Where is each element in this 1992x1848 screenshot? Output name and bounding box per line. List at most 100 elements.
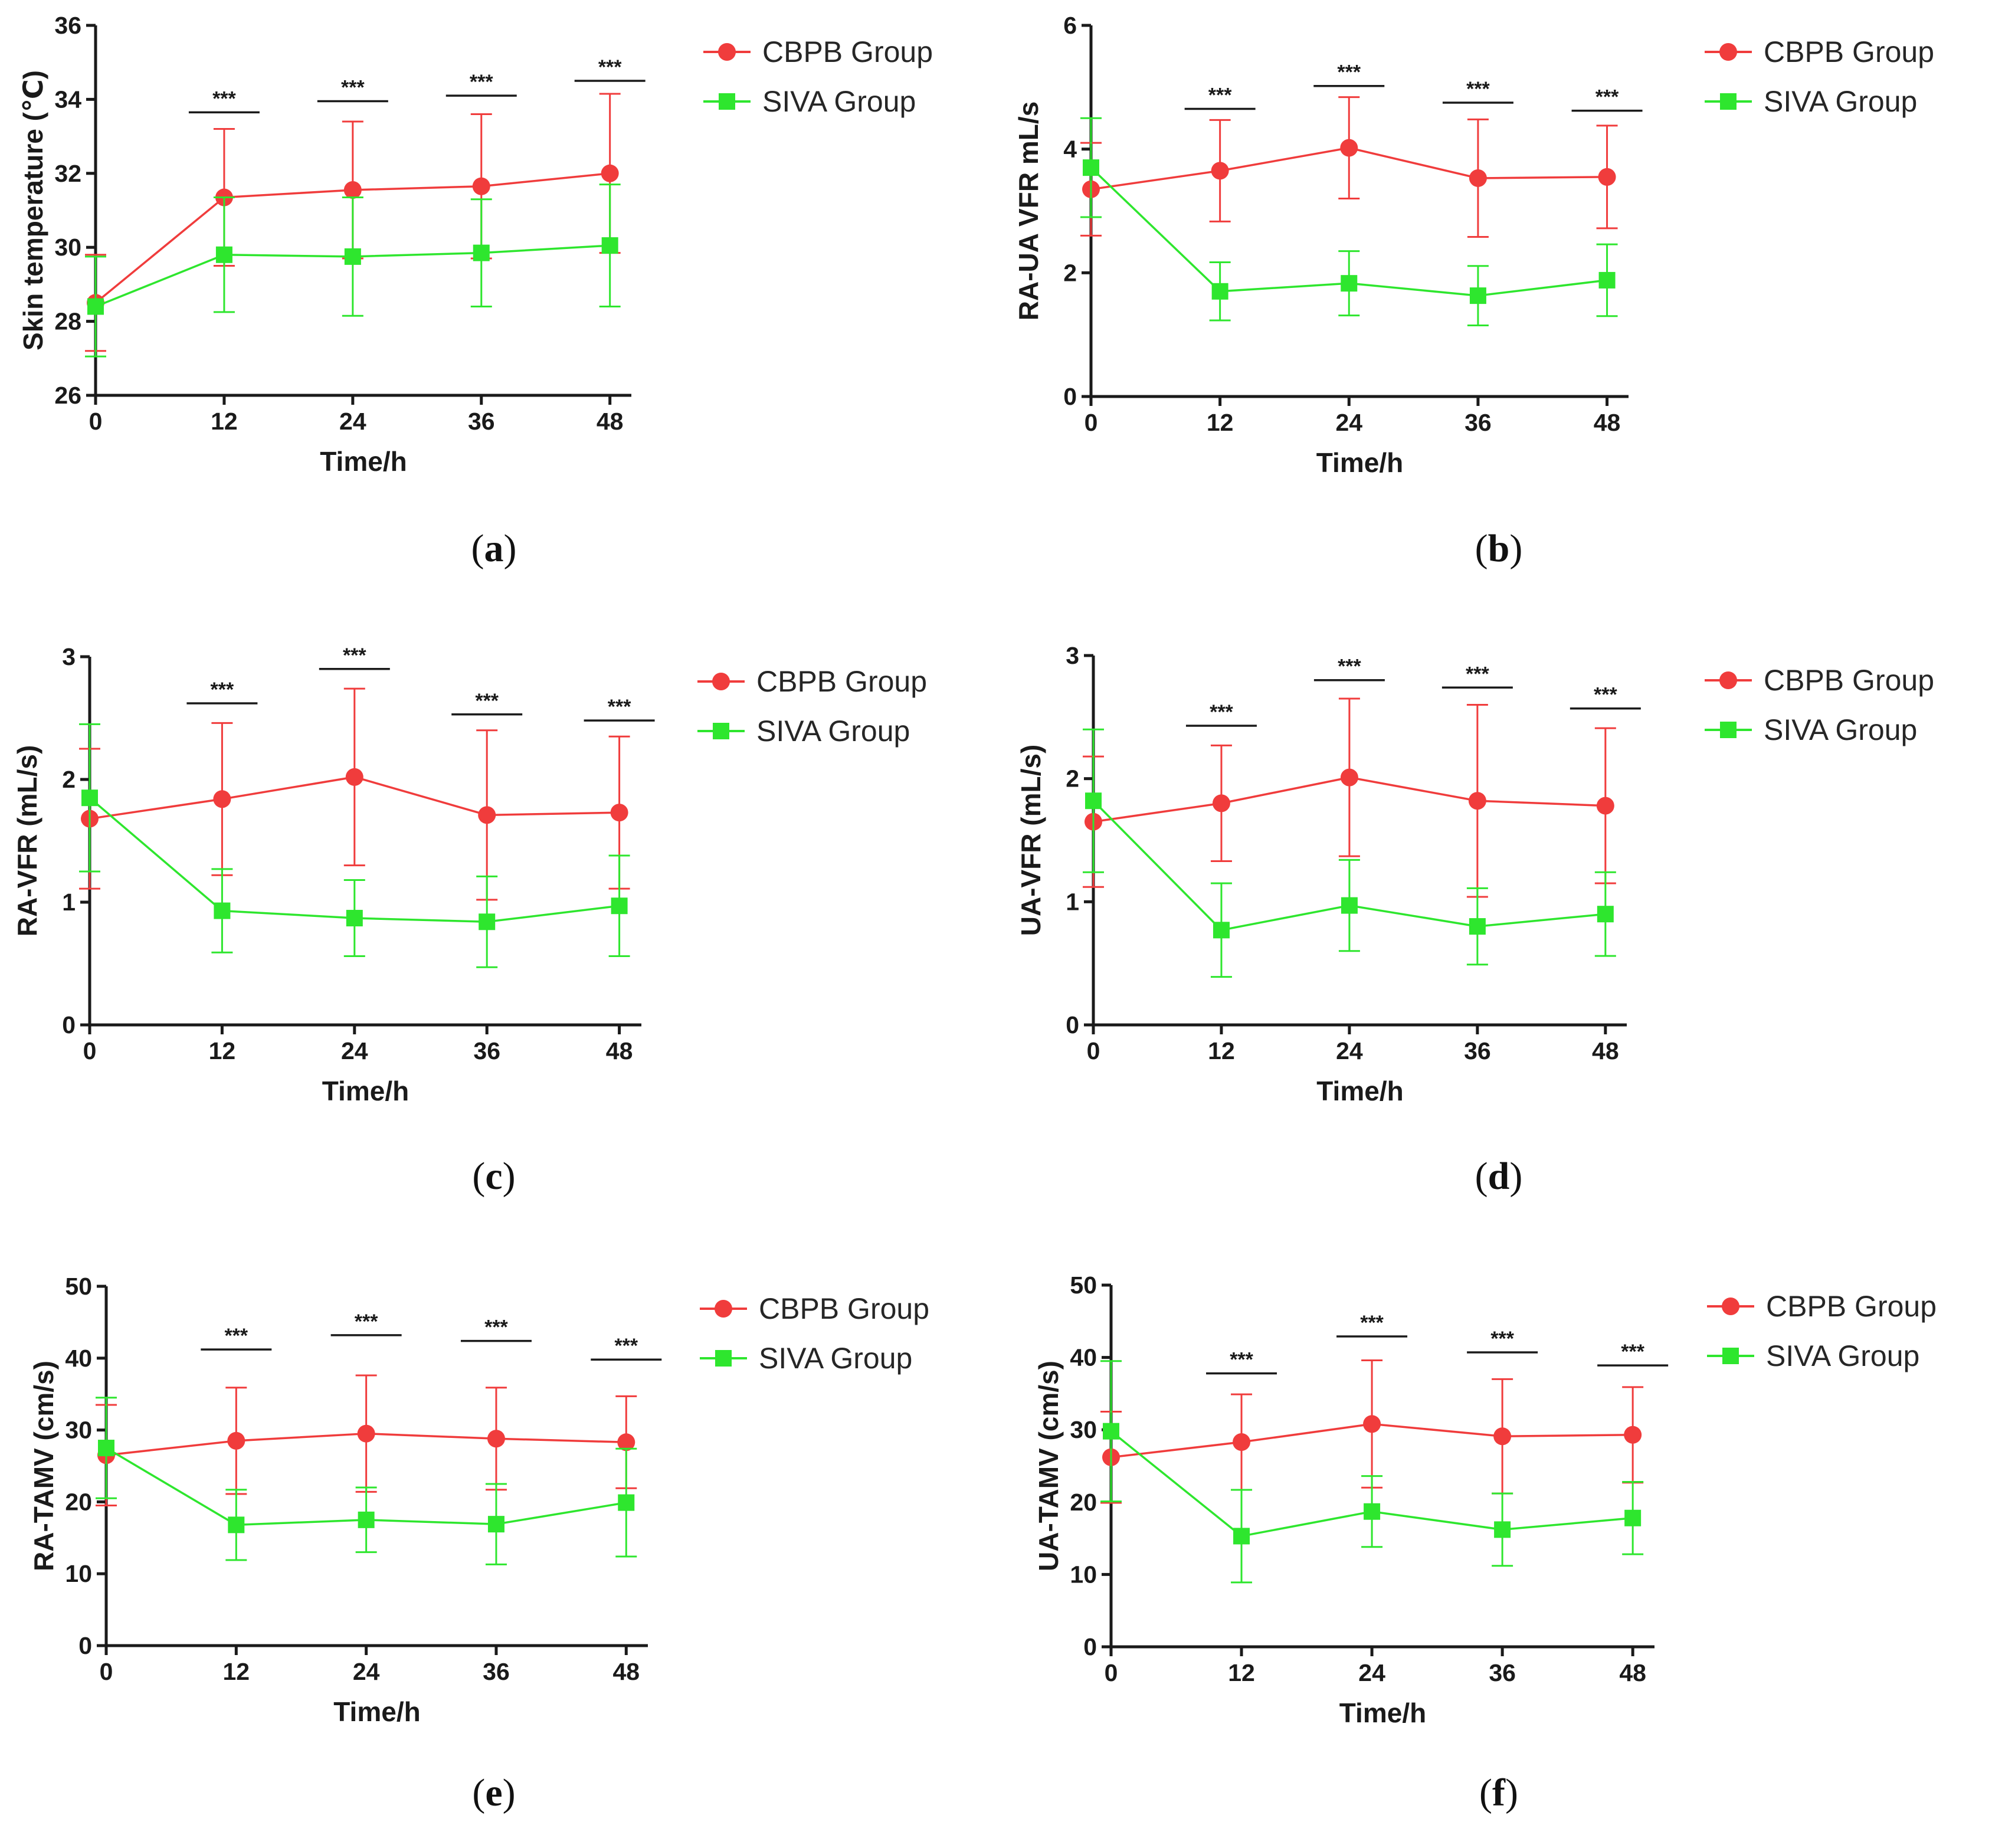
y-axis-title: RA-UA VFR mL/s <box>1013 101 1044 320</box>
series-siva <box>96 1397 637 1565</box>
series-siva <box>1083 728 1616 978</box>
y-tick-label: 20 <box>1070 1489 1097 1516</box>
legend-marker <box>715 1300 732 1318</box>
panel-label-letter: e <box>485 1771 502 1814</box>
data-point <box>1212 794 1230 812</box>
data-point <box>357 1424 375 1443</box>
data-point <box>1340 768 1358 787</box>
y-tick-label: 36 <box>54 12 81 39</box>
legend-label: CBPB Group <box>1764 664 1934 697</box>
y-tick-label: 20 <box>65 1488 92 1515</box>
y-tick-label: 26 <box>54 382 81 409</box>
x-tick-label: 36 <box>468 408 495 435</box>
x-tick-label: 36 <box>1489 1659 1516 1686</box>
x-axis-title: Time/h <box>1316 1076 1403 1106</box>
significance-marker: *** <box>211 679 234 701</box>
legend-label: SIVA Group <box>762 85 916 118</box>
y-tick-label: 1 <box>62 889 76 916</box>
legend-label: SIVA Group <box>1766 1339 1919 1372</box>
data-point <box>358 1511 375 1528</box>
x-tick-label: 12 <box>209 1037 236 1064</box>
y-tick-label: 0 <box>1083 1633 1097 1660</box>
x-tick-label: 24 <box>1335 409 1362 436</box>
x-tick-label: 48 <box>1619 1659 1646 1686</box>
data-point <box>1469 287 1486 304</box>
legend-label: CBPB Group <box>756 665 927 698</box>
legend-label: SIVA Group <box>1764 85 1917 118</box>
significance-marker: *** <box>1338 656 1361 678</box>
legend-label: CBPB Group <box>759 1292 929 1325</box>
legend-label: SIVA Group <box>756 715 910 748</box>
legend: CBPB Group SIVA Group <box>1707 1290 1937 1372</box>
x-axis-title: Time/h <box>333 1696 420 1727</box>
y-tick-label: 30 <box>54 234 81 261</box>
significance-marker: *** <box>1466 78 1490 100</box>
data-point <box>1211 162 1229 180</box>
significance-marker: *** <box>470 71 493 93</box>
data-point <box>1624 1426 1642 1444</box>
legend-marker <box>1722 1348 1739 1364</box>
panel-label: (e) <box>472 1771 515 1814</box>
panel-label-open: ( <box>1479 1771 1492 1814</box>
data-point <box>1211 283 1228 300</box>
data-point <box>1340 139 1358 157</box>
significance-marker: *** <box>484 1316 508 1339</box>
y-tick-label: 0 <box>78 1632 92 1659</box>
significance-marker: *** <box>1594 684 1617 706</box>
x-tick-label: 48 <box>1594 409 1621 436</box>
data-point <box>1341 897 1358 914</box>
x-tick-label: 36 <box>483 1658 510 1685</box>
data-point <box>346 910 363 927</box>
data-point <box>1469 918 1486 935</box>
panel-label-close: ) <box>503 1155 516 1198</box>
significance-marker: *** <box>343 644 366 667</box>
data-point <box>227 1431 245 1450</box>
legend: CBPB Group SIVA Group <box>697 665 927 748</box>
data-point <box>81 789 98 807</box>
legend: CBPB Group SIVA Group <box>1705 664 1934 746</box>
x-tick-label: 0 <box>1105 1659 1118 1686</box>
y-tick-label: 3 <box>1066 642 1079 669</box>
series-siva <box>1080 117 1618 326</box>
data-point <box>1085 792 1102 810</box>
y-tick-label: 34 <box>54 86 81 113</box>
x-tick-label: 12 <box>1207 409 1234 436</box>
x-tick-label: 24 <box>341 1037 368 1064</box>
data-point <box>478 806 496 824</box>
data-point <box>1597 906 1614 923</box>
legend-marker <box>718 43 736 61</box>
data-point <box>610 804 628 822</box>
significance-marker: *** <box>1230 1349 1253 1371</box>
chart-panel-e: 0 10 20 30 40 50 0 12 24 36 48 Time/h RA-TAMV (cm/s)… <box>28 1273 929 1814</box>
legend-label: CBPB Group <box>1764 35 1934 68</box>
data-point <box>1083 159 1099 176</box>
x-tick-label: 0 <box>83 1037 97 1064</box>
data-point <box>617 1433 635 1451</box>
data-point <box>487 1430 505 1448</box>
x-tick-label: 36 <box>473 1037 500 1064</box>
panel-label-close: ) <box>1509 527 1522 570</box>
legend-marker <box>712 673 730 690</box>
data-point <box>1233 1528 1250 1545</box>
panel-label-open: ( <box>1475 527 1488 570</box>
x-tick-label: 0 <box>1085 409 1098 436</box>
data-point <box>472 177 490 195</box>
legend: CBPB Group SIVA Group <box>703 35 933 118</box>
panel-label: (f) <box>1479 1771 1518 1814</box>
x-tick-label: 12 <box>1228 1659 1255 1686</box>
panel-label-letter: f <box>1492 1771 1506 1814</box>
significance-marker: *** <box>1490 1328 1514 1350</box>
x-axis-title: Time/h <box>1316 447 1403 478</box>
significance-marker: *** <box>598 56 622 78</box>
y-tick-label: 40 <box>65 1345 92 1372</box>
y-tick-label: 0 <box>1063 383 1077 410</box>
panel-label-close: ) <box>1509 1155 1522 1198</box>
x-tick-label: 36 <box>1464 1037 1491 1064</box>
data-point <box>1624 1509 1642 1526</box>
data-point <box>487 1516 504 1533</box>
x-tick-label: 48 <box>612 1658 640 1685</box>
data-point <box>1213 922 1230 939</box>
y-tick-label: 1 <box>1066 888 1079 915</box>
data-point <box>1598 168 1616 186</box>
